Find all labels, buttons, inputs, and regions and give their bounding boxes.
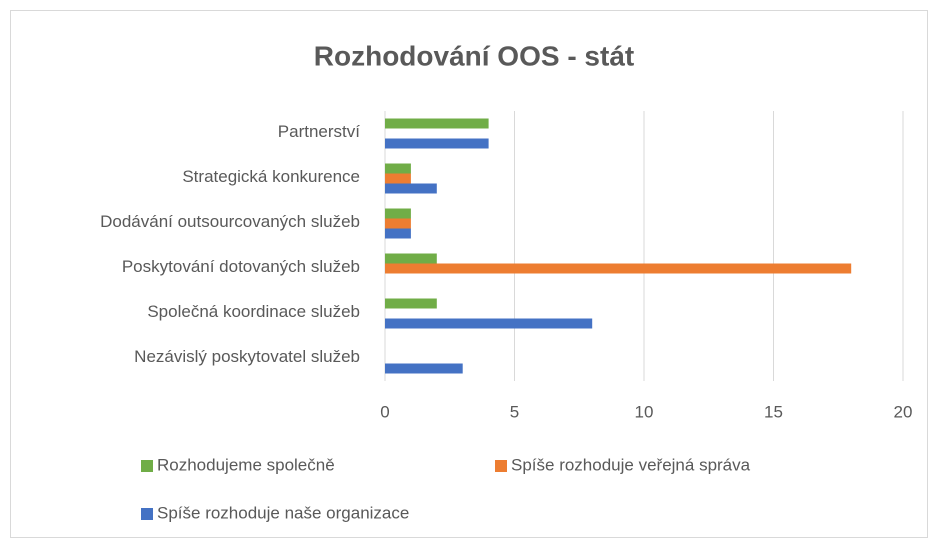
- chart-title: Rozhodování OOS - stát: [314, 40, 634, 71]
- bar: [385, 183, 437, 194]
- x-tick-label: 10: [635, 402, 654, 421]
- legend-label: Rozhodujeme společně: [157, 455, 335, 474]
- bar: [385, 228, 411, 239]
- legend-label: Spíše rozhoduje veřejná správa: [511, 455, 751, 474]
- y-tick-label: Nezávislý poskytovatel služeb: [134, 347, 360, 366]
- bar: [385, 363, 463, 374]
- x-tick-label: 15: [764, 402, 783, 421]
- bar: [385, 253, 437, 264]
- bar: [385, 208, 411, 219]
- y-tick-label: Strategická konkurence: [182, 167, 360, 186]
- bar: [385, 218, 411, 229]
- bar: [385, 163, 411, 174]
- legend-swatch: [495, 460, 507, 472]
- bar: [385, 318, 593, 329]
- y-tick-label: Dodávání outsourcovaných služeb: [100, 212, 360, 231]
- y-tick-label: Poskytování dotovaných služeb: [122, 257, 360, 276]
- bar: [385, 263, 852, 274]
- y-tick-label: Partnerství: [278, 122, 360, 141]
- bar: [385, 298, 437, 309]
- x-tick-label: 20: [894, 402, 913, 421]
- legend-swatch: [141, 460, 153, 472]
- bar: [385, 118, 489, 129]
- x-tick-label: 0: [380, 402, 389, 421]
- x-tick-label: 5: [510, 402, 519, 421]
- legend-label: Spíše rozhoduje naše organizace: [157, 503, 409, 522]
- y-tick-label: Společná koordinace služeb: [147, 302, 360, 321]
- bar: [385, 138, 489, 149]
- bar: [385, 173, 411, 184]
- legend-swatch: [141, 508, 153, 520]
- chart-border: [10, 10, 928, 538]
